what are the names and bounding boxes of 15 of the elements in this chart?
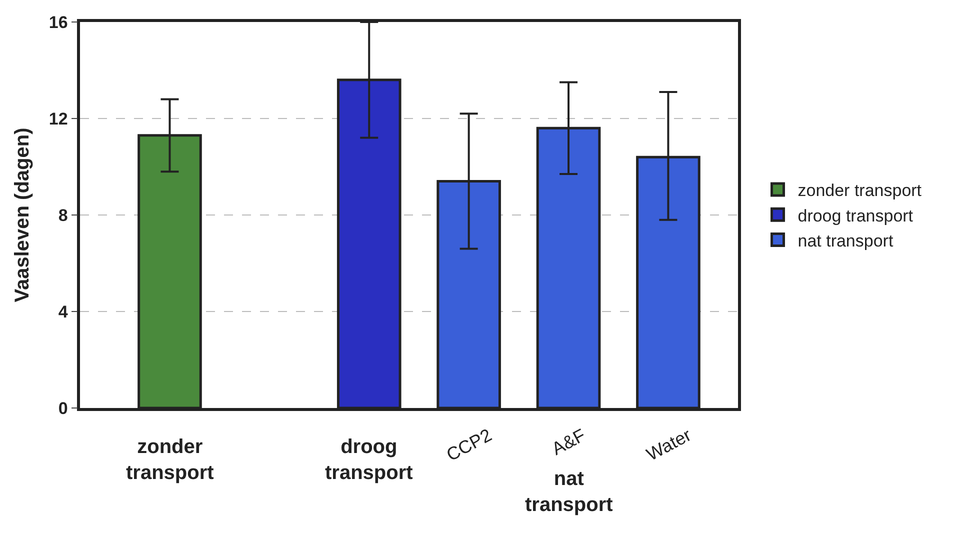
y-axis-title: Vaasleven (dagen) <box>11 128 34 302</box>
x-tick-label: zonder transport <box>126 436 214 484</box>
y-tick-label: 8 <box>58 206 68 225</box>
x-tick-label: CCP2 <box>443 424 495 465</box>
y-tick-label: 4 <box>58 302 68 322</box>
text: nat transport <box>525 468 614 516</box>
legend-label: zonder transport <box>798 181 922 200</box>
x-tick-label: Water <box>643 424 694 465</box>
x-tick-label: droog transport <box>325 436 414 484</box>
legend-label: droog transport <box>798 206 914 226</box>
y-tick-label: 12 <box>48 109 68 128</box>
legend-label: nat transport <box>798 231 894 250</box>
y-tick-label: 0 <box>58 398 68 418</box>
y-tick-label: 16 <box>48 12 68 32</box>
x-tick-label: A&F <box>548 424 589 460</box>
